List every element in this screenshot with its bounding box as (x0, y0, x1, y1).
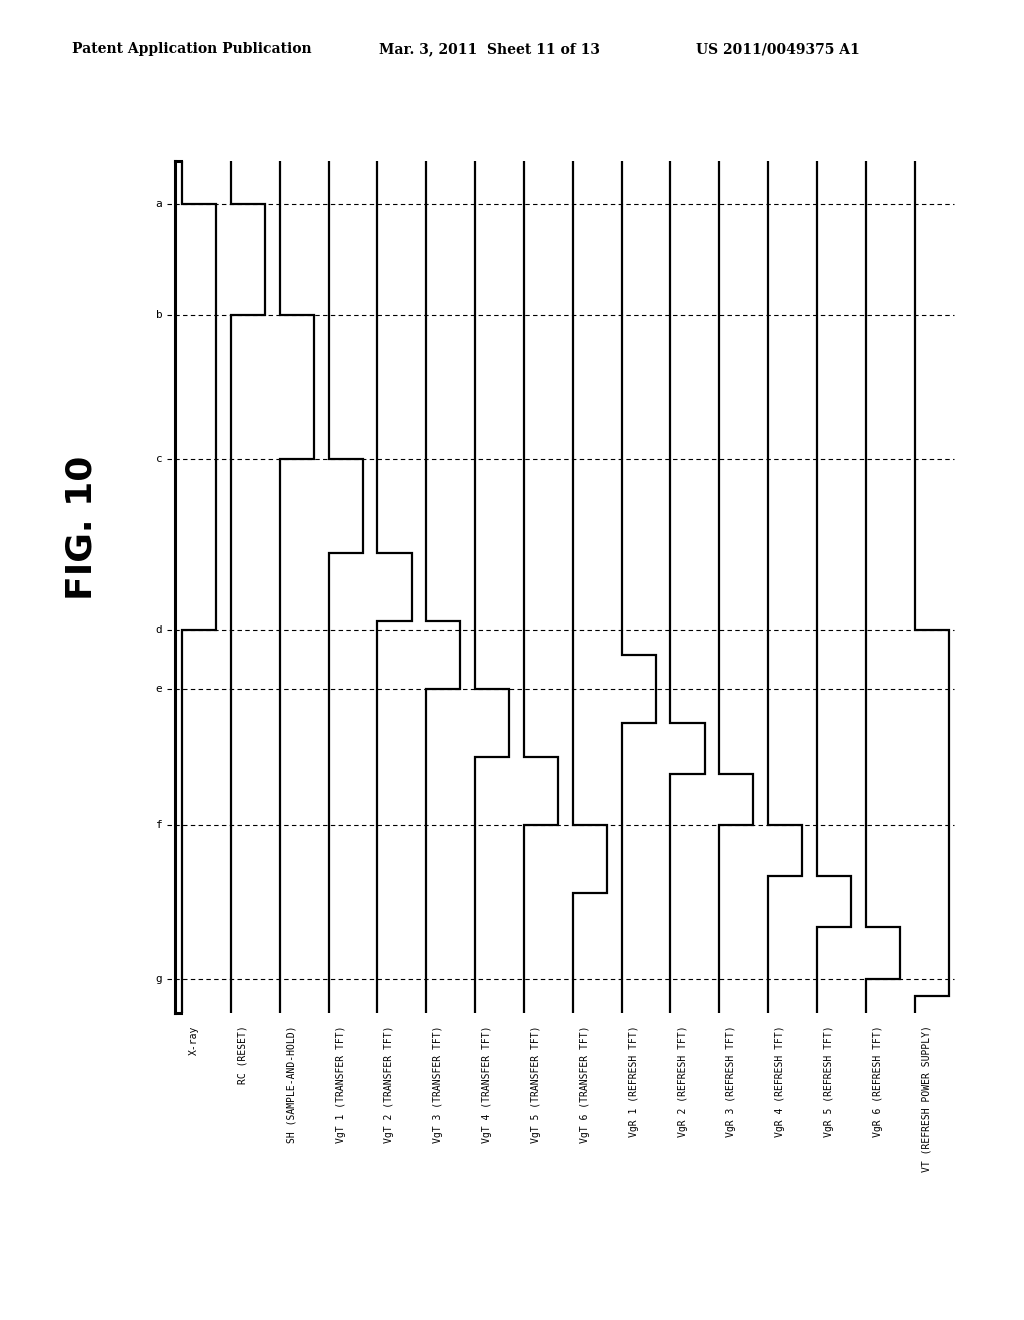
Text: VgT 2 (TRANSFER TFT): VgT 2 (TRANSFER TFT) (384, 1026, 394, 1143)
Text: e: e (156, 684, 163, 694)
Text: VgT 1 (TRANSFER TFT): VgT 1 (TRANSFER TFT) (336, 1026, 346, 1143)
Text: VgT 4 (TRANSFER TFT): VgT 4 (TRANSFER TFT) (482, 1026, 493, 1143)
Text: US 2011/0049375 A1: US 2011/0049375 A1 (696, 42, 860, 57)
Text: a: a (156, 199, 163, 209)
Text: X-ray: X-ray (189, 1026, 199, 1055)
Text: RC (RESET): RC (RESET) (238, 1026, 248, 1084)
Text: f: f (156, 820, 163, 830)
Text: c: c (156, 454, 163, 465)
Text: FIG. 10: FIG. 10 (65, 455, 99, 601)
Text: VgT 3 (TRANSFER TFT): VgT 3 (TRANSFER TFT) (433, 1026, 443, 1143)
Text: VgR 4 (REFRESH TFT): VgR 4 (REFRESH TFT) (775, 1026, 785, 1137)
Text: Mar. 3, 2011  Sheet 11 of 13: Mar. 3, 2011 Sheet 11 of 13 (379, 42, 600, 57)
Text: g: g (156, 974, 163, 983)
Text: d: d (156, 624, 163, 635)
Text: VgR 6 (REFRESH TFT): VgR 6 (REFRESH TFT) (872, 1026, 883, 1137)
Text: VgR 3 (REFRESH TFT): VgR 3 (REFRESH TFT) (726, 1026, 736, 1137)
Text: VgR 2 (REFRESH TFT): VgR 2 (REFRESH TFT) (678, 1026, 687, 1137)
Text: SH (SAMPLE-AND-HOLD): SH (SAMPLE-AND-HOLD) (287, 1026, 297, 1143)
Text: VgT 6 (TRANSFER TFT): VgT 6 (TRANSFER TFT) (580, 1026, 590, 1143)
Text: VgR 1 (REFRESH TFT): VgR 1 (REFRESH TFT) (629, 1026, 639, 1137)
Text: VT (REFRESH POWER SUPPLY): VT (REFRESH POWER SUPPLY) (922, 1026, 932, 1172)
Text: VgR 5 (REFRESH TFT): VgR 5 (REFRESH TFT) (824, 1026, 835, 1137)
Text: VgT 5 (TRANSFER TFT): VgT 5 (TRANSFER TFT) (531, 1026, 541, 1143)
Text: b: b (156, 310, 163, 319)
Text: Patent Application Publication: Patent Application Publication (72, 42, 311, 57)
